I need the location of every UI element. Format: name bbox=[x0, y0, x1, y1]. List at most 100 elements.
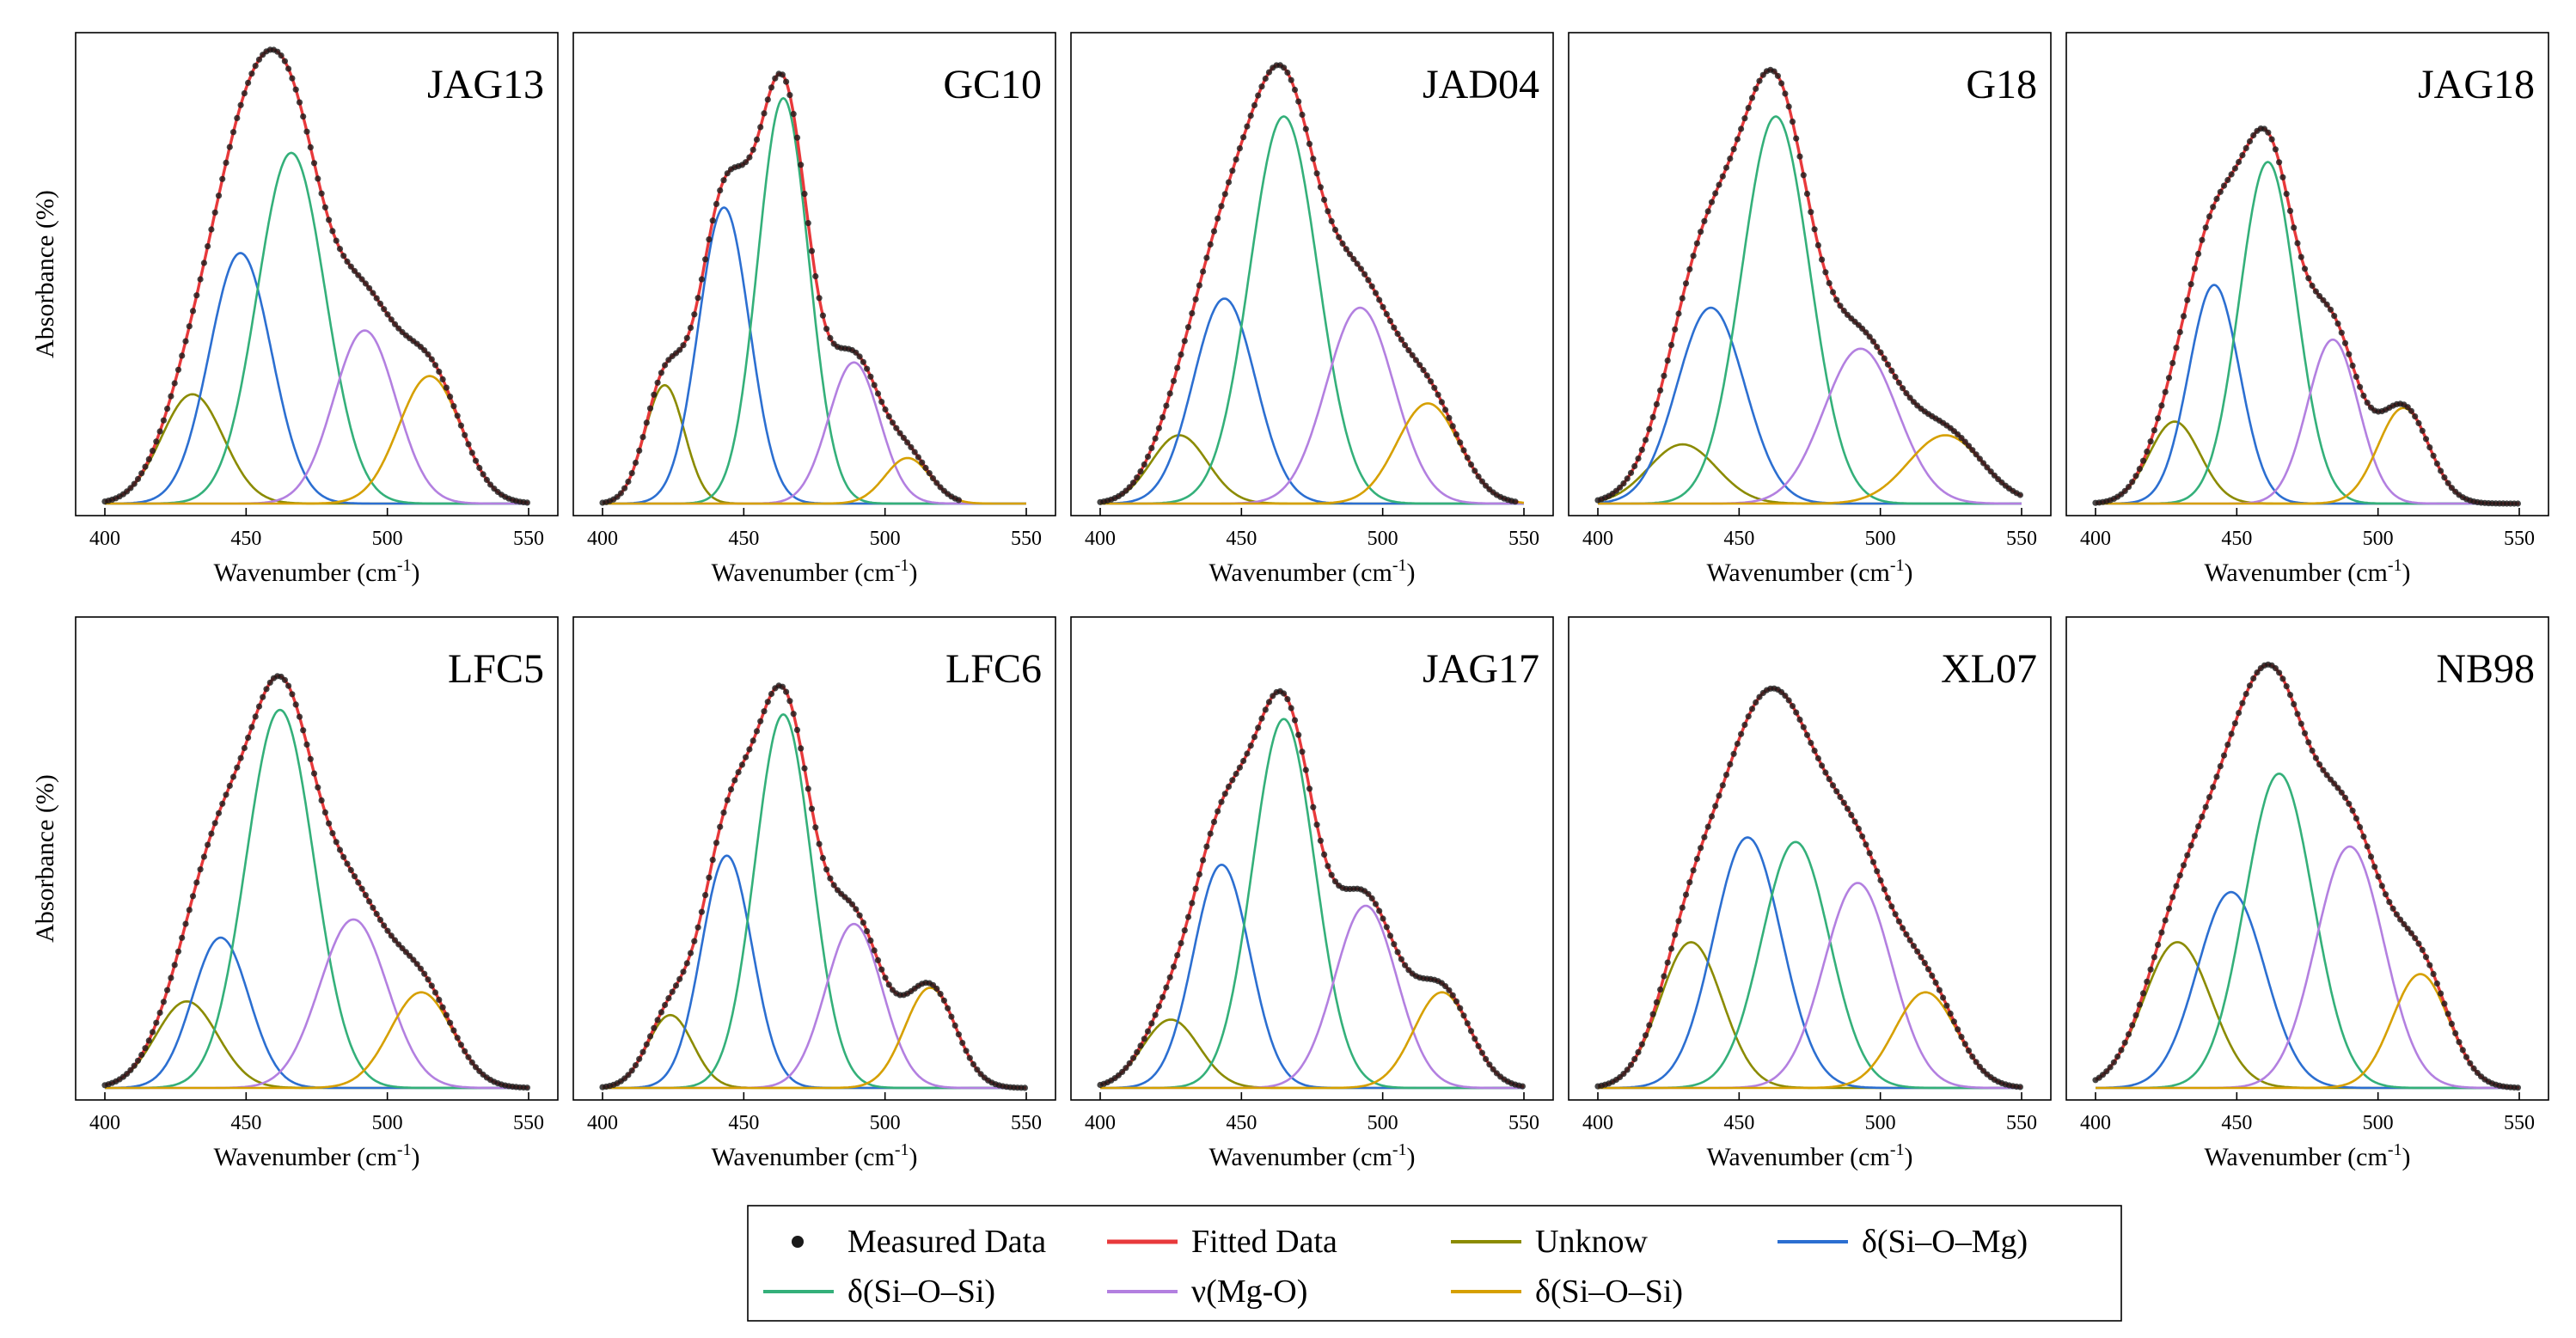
measured-data-point bbox=[2323, 772, 2330, 779]
measured-data-point bbox=[1803, 731, 1811, 738]
measured-data-point bbox=[1288, 705, 1294, 712]
measured-data-point bbox=[153, 438, 160, 445]
measured-data-point bbox=[779, 683, 786, 690]
measured-data-point bbox=[1302, 125, 1309, 132]
measured-data-point bbox=[1295, 731, 1302, 738]
series--mg-o--line bbox=[105, 329, 529, 505]
measured-data-point bbox=[1877, 349, 1884, 356]
measured-data-point bbox=[720, 177, 727, 184]
measured-data-point bbox=[1380, 303, 1386, 310]
measured-data-point bbox=[1741, 721, 1748, 729]
series--si-o-si-2-line bbox=[1598, 434, 2022, 505]
measured-data-point bbox=[1814, 241, 1821, 248]
measured-data-point bbox=[1819, 256, 1826, 263]
measured-data-point bbox=[1730, 750, 1737, 757]
measured-data-point bbox=[1233, 770, 1239, 778]
measured-data-point bbox=[179, 934, 186, 941]
measured-data-point bbox=[853, 906, 860, 913]
measured-data-point bbox=[523, 499, 531, 506]
measured-data-point bbox=[860, 358, 867, 365]
measured-data-point bbox=[384, 311, 391, 318]
measured-data-point bbox=[2382, 891, 2389, 898]
measured-data-point bbox=[2312, 288, 2319, 295]
measured-data-point bbox=[882, 974, 889, 981]
measured-data-point bbox=[229, 773, 237, 780]
measured-data-point bbox=[1756, 693, 1763, 700]
measured-data-point bbox=[2136, 1001, 2143, 1008]
measured-data-point bbox=[1877, 877, 1884, 884]
measured-data-point bbox=[1627, 469, 1635, 476]
measured-data-point bbox=[1756, 77, 1763, 84]
measured-data-point bbox=[2408, 930, 2414, 937]
measured-data-point bbox=[164, 987, 171, 993]
measured-data-point bbox=[1346, 251, 1354, 258]
measured-data-point bbox=[186, 907, 193, 913]
measured-data-point bbox=[746, 746, 753, 753]
measured-data-point bbox=[1170, 963, 1178, 970]
measured-data-point bbox=[1910, 943, 1917, 950]
measured-data-point bbox=[182, 338, 189, 345]
x-axis-label: Wavenumber (cm-1) bbox=[1707, 556, 1913, 587]
measured-data-point bbox=[1467, 461, 1475, 468]
measured-data-point bbox=[237, 755, 244, 761]
measured-data-point bbox=[856, 912, 863, 919]
measured-data-point bbox=[2441, 1000, 2448, 1007]
measured-data-point bbox=[281, 676, 288, 683]
measured-data-point bbox=[468, 1059, 475, 1066]
x-axis-label: Wavenumber (cm-1) bbox=[214, 556, 420, 587]
measured-data-point bbox=[1796, 153, 1803, 160]
series--si-o-si-2-line bbox=[105, 991, 529, 1090]
measured-data-point bbox=[376, 916, 384, 923]
measured-data-point bbox=[2231, 720, 2238, 727]
panel-title: XL07 bbox=[1941, 646, 2037, 692]
measured-data-point bbox=[205, 243, 211, 250]
measured-data-point bbox=[358, 885, 365, 892]
measured-data-point bbox=[226, 144, 233, 150]
measured-data-point bbox=[1449, 423, 1456, 430]
measured-data-point bbox=[1457, 439, 1464, 446]
x-tick-label: 500 bbox=[870, 528, 901, 550]
series-unknow-line bbox=[602, 383, 1026, 505]
panel-title: G18 bbox=[1966, 62, 2037, 107]
measured-data-point bbox=[702, 256, 709, 263]
measured-data-point bbox=[443, 1011, 450, 1018]
measured-data-point bbox=[2169, 894, 2176, 901]
measured-data-point bbox=[1793, 135, 1800, 142]
plot-frame bbox=[572, 616, 1056, 1101]
measured-data-point bbox=[307, 755, 314, 762]
x-tick-label: 500 bbox=[870, 1112, 901, 1134]
measured-data-point bbox=[801, 191, 808, 198]
measured-data-point bbox=[1405, 347, 1412, 354]
measured-data-point bbox=[1800, 172, 1807, 179]
measured-data-point bbox=[1438, 399, 1445, 406]
measured-data-point bbox=[2151, 954, 2157, 961]
measured-data-point bbox=[1262, 706, 1269, 713]
measured-data-point bbox=[1863, 329, 1869, 336]
measured-data-point bbox=[1730, 146, 1737, 153]
measured-data-point bbox=[1306, 785, 1313, 792]
measured-data-point bbox=[1708, 813, 1716, 820]
measured-data-point bbox=[1144, 453, 1152, 461]
measured-data-points bbox=[599, 682, 1028, 1091]
x-tick-label: 450 bbox=[1723, 1112, 1754, 1134]
measured-data-point bbox=[706, 236, 713, 243]
measured-data-point bbox=[743, 159, 750, 166]
measured-data-point bbox=[1402, 962, 1409, 968]
measured-data-point bbox=[709, 857, 716, 864]
measured-data-point bbox=[1924, 966, 1932, 973]
measured-data-point bbox=[1134, 474, 1141, 481]
measured-data-point bbox=[153, 1019, 160, 1026]
measured-data-point bbox=[2346, 351, 2353, 357]
measured-data-point bbox=[1215, 215, 1221, 222]
measured-data-point bbox=[1386, 317, 1394, 325]
measured-data-point bbox=[391, 937, 399, 944]
measured-data-point bbox=[2283, 191, 2290, 198]
measured-data-point bbox=[2375, 873, 2382, 880]
measured-data-point bbox=[1722, 164, 1730, 171]
x-tick-label: 450 bbox=[728, 1112, 759, 1134]
measured-data-point bbox=[1141, 1036, 1147, 1042]
measured-data-point bbox=[1184, 913, 1192, 920]
measured-data-point bbox=[1675, 310, 1682, 317]
measured-data-point bbox=[358, 276, 365, 283]
measured-data-point bbox=[425, 351, 431, 357]
